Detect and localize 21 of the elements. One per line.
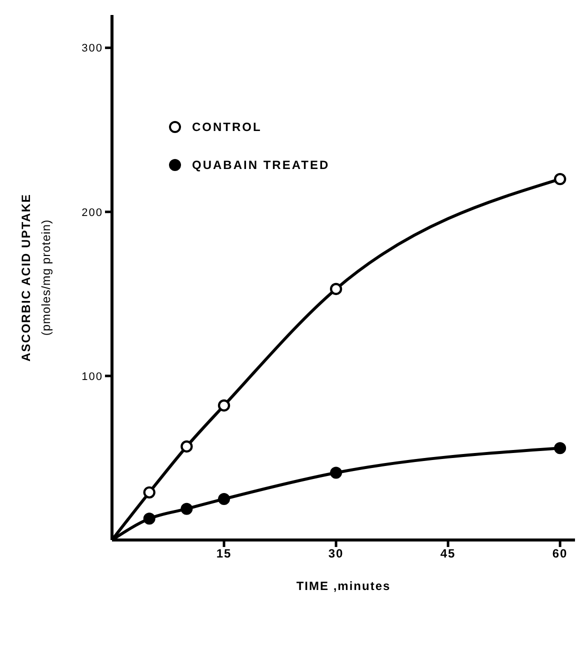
point <box>330 282 342 296</box>
point <box>330 466 342 479</box>
point <box>218 399 230 412</box>
y-tick-label: 100 <box>82 370 103 383</box>
y-tick-label: 300 <box>82 42 103 55</box>
x-tick-label: 15 <box>216 546 232 561</box>
point <box>218 492 230 505</box>
y-tick-label: 200 <box>82 206 103 219</box>
y-axis-title: ASCORBIC ACID UPTAKE (pmoles/mg protein) <box>19 193 53 362</box>
x-tick-label: 30 <box>328 546 344 561</box>
point <box>180 502 193 515</box>
point <box>554 442 566 454</box>
legend-label: QUABAIN TREATED <box>192 158 330 172</box>
x-tick-label: 45 <box>440 546 456 561</box>
point <box>554 172 566 186</box>
point <box>143 486 156 499</box>
legend-label: CONTROL <box>192 120 262 134</box>
x-tick-label: 60 <box>552 546 568 561</box>
point <box>143 512 156 525</box>
point <box>180 440 193 453</box>
x-axis-title: TIME ,minutes <box>296 579 391 593</box>
